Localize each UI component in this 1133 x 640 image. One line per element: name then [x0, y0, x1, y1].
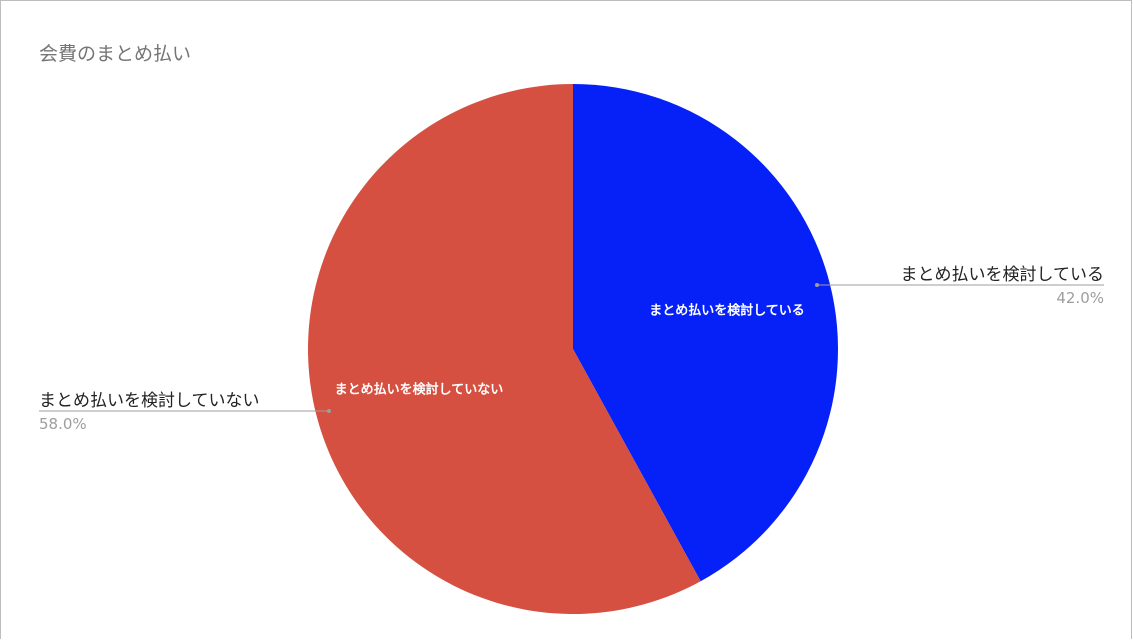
callout-label-1: まとめ払いを検討している: [901, 265, 1105, 285]
callouts: まとめ払いを検討している 42.0% まとめ払いを検討していない 58.0%: [39, 265, 1104, 433]
pie-slices: [307, 84, 838, 614]
callout-dot-1: [815, 283, 819, 287]
slice-label-2: まとめ払いを検討していない: [335, 382, 504, 398]
chart-title: 会費のまとめ払い: [39, 43, 191, 65]
callout-percent-2: 58.0%: [39, 415, 87, 433]
pie-slice-1[interactable]: [573, 84, 838, 582]
callout-dot-2: [327, 409, 331, 413]
slice-label-1: まとめ払いを検討している: [649, 302, 805, 318]
callout-percent-1: 42.0%: [1056, 289, 1104, 307]
pie-slice-2[interactable]: [307, 84, 701, 614]
callout-label-2: まとめ払いを検討していない: [39, 391, 260, 411]
